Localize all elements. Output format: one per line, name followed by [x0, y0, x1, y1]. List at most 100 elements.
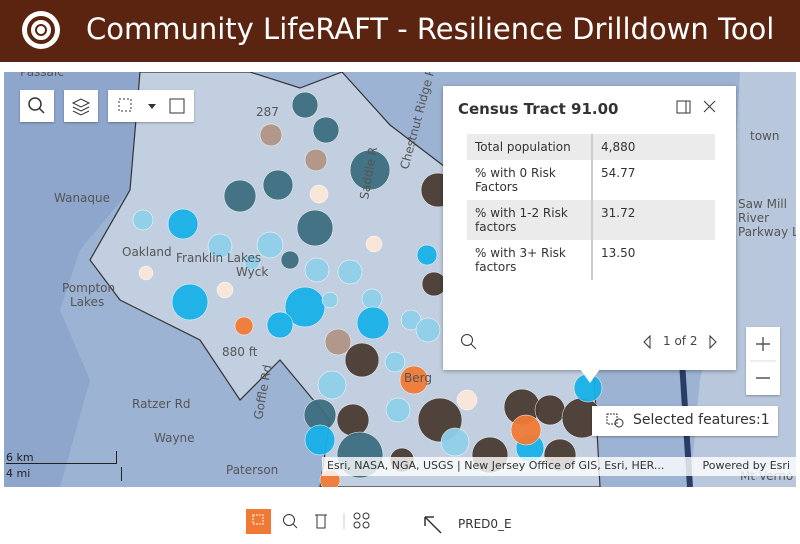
pager: 1 of 2 — [663, 334, 698, 348]
powered-by: Powered by Esri — [702, 459, 790, 472]
tract-symbol — [216, 281, 234, 299]
field-value: 54.77 — [601, 166, 636, 180]
tract-symbol — [415, 317, 441, 343]
logo — [22, 11, 60, 49]
tract-symbol — [416, 244, 438, 266]
tract-symbol — [365, 235, 383, 253]
scale-km: 6 km — [6, 451, 117, 464]
place-label: Wanaque — [54, 191, 110, 205]
field-name: % with 1-2 Risk factors — [467, 200, 593, 240]
tract-symbol — [167, 208, 199, 240]
tract-symbol — [324, 328, 352, 356]
app-title: Community LifeRAFT - Resilience Drilldow… — [86, 12, 775, 46]
popup-controls[interactable] — [675, 98, 725, 118]
tract-symbol — [259, 123, 283, 147]
tract-symbol — [256, 231, 284, 259]
place-label: Lakes — [70, 295, 104, 309]
tract-symbol — [284, 286, 326, 328]
popup-row: % with 0 Risk Factors 54.77 — [467, 160, 715, 200]
tract-symbol — [262, 169, 294, 201]
tract-symbol — [304, 424, 336, 456]
tract-symbol — [171, 283, 209, 321]
place-label: Franklin Lakes — [176, 251, 261, 265]
popup-table: Total population 4,880 % with 0 Risk Facto… — [467, 134, 715, 280]
bottom-toolbar — [246, 509, 442, 534]
zoom-controls[interactable] — [746, 327, 780, 395]
tract-symbol — [309, 184, 329, 204]
popup-pointer — [580, 369, 600, 383]
tract-symbol — [243, 253, 261, 271]
header: Community LifeRAFT - Resilience Drilldow… — [0, 0, 800, 62]
tract-symbol — [132, 209, 154, 231]
popup-row: % with 1-2 Risk factors 31.72 — [467, 200, 715, 240]
tract-symbol — [510, 414, 542, 446]
tract-symbol — [456, 389, 478, 411]
popup: Census Tract 91.00 Total population 4,880… — [443, 86, 736, 370]
tract-symbol — [312, 116, 340, 144]
tract-symbol — [280, 250, 300, 270]
grid-button[interactable] — [353, 512, 370, 529]
tract-symbol — [317, 370, 347, 400]
tract-symbol — [296, 209, 334, 247]
select-tool[interactable] — [108, 90, 194, 122]
place-label: Wayne — [154, 431, 195, 445]
tract-symbol — [234, 316, 254, 336]
tract-symbol — [361, 288, 383, 310]
place-label: town — [750, 129, 779, 143]
search-button[interactable] — [20, 90, 54, 122]
zoom-to[interactable] — [459, 332, 479, 352]
attribution: Esri, NASA, NGA, USGS | New Jersey Offic… — [322, 457, 796, 476]
field-value: 4,880 — [601, 140, 636, 154]
place-label: Passaic — [20, 65, 64, 79]
place-label: Saw Mill — [738, 197, 787, 211]
place-label: Parkway Lake — [738, 225, 800, 239]
next[interactable] — [705, 334, 721, 350]
tract-symbol — [384, 351, 406, 373]
place-label: Pompton — [62, 281, 115, 295]
scale-mi: 4 mi — [6, 467, 122, 481]
place-label: Wyck — [236, 265, 268, 279]
tract-symbol — [344, 342, 380, 378]
select-button[interactable] — [246, 509, 271, 534]
field-value: 13.50 — [601, 246, 636, 260]
field-name: Total population — [467, 134, 593, 160]
tract-symbol — [356, 306, 390, 340]
tract-symbol — [337, 259, 363, 285]
place-label: Ratzer Rd — [132, 397, 191, 411]
place-label: Oakland — [122, 245, 172, 259]
scale-label: 4 mi — [6, 467, 31, 480]
tract-symbol — [304, 148, 328, 172]
selected-features[interactable]: Selected features:1 — [592, 406, 778, 436]
place-label: 287 — [256, 105, 279, 119]
tract-symbol — [291, 91, 319, 119]
zoom-button[interactable] — [283, 514, 295, 526]
field-value: 31.72 — [601, 206, 636, 220]
prev[interactable] — [640, 334, 656, 350]
field-name: % with 3+ Risk factors — [467, 240, 593, 280]
tract-symbol — [207, 233, 233, 259]
tract-symbol — [138, 265, 154, 281]
popup-title: Census Tract 91.00 — [458, 100, 619, 118]
popup-row: % with 3+ Risk factors 13.50 — [467, 240, 715, 280]
scale-bar: 6 km 4 mi — [6, 451, 122, 481]
tract-symbol — [321, 291, 339, 309]
attribution-text: Esri, NASA, NGA, USGS | New Jersey Offic… — [327, 459, 665, 472]
scale-label: 6 km — [6, 451, 34, 464]
tract-symbol — [336, 403, 370, 437]
tract-symbol — [385, 397, 411, 423]
place-label: Berg — [404, 371, 432, 385]
field-name: % with 0 Risk Factors — [467, 160, 593, 200]
tract-symbol — [304, 257, 330, 283]
place-label: River — [738, 211, 769, 225]
tract-symbol — [399, 365, 429, 395]
delete-button[interactable] — [315, 514, 327, 529]
layers-button[interactable] — [64, 90, 98, 122]
tract-symbol — [534, 394, 566, 426]
popup-row: Total population 4,880 — [467, 134, 715, 160]
selected-features-label: Selected features:1 — [633, 412, 770, 428]
place-label: 880 ft — [222, 345, 258, 359]
tract-symbol — [223, 179, 257, 213]
field-name: PRED0_E — [458, 517, 512, 531]
place-label: Paterson — [226, 463, 278, 477]
